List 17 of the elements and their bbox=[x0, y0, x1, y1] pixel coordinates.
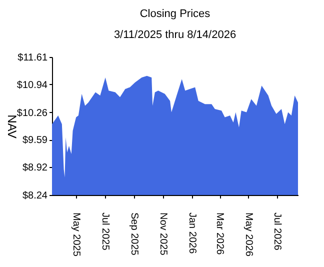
chart-subtitle: 3/11/2025 thru 8/14/2026 bbox=[114, 29, 236, 41]
chart-title: Closing Prices bbox=[140, 8, 211, 20]
x-tick-label: May 2025 bbox=[70, 212, 82, 257]
y-tick-label: $10.94 bbox=[16, 80, 48, 91]
y-tick-label: $9.59 bbox=[22, 135, 48, 146]
y-tick-label: $8.92 bbox=[22, 162, 48, 174]
y-tick-label: $10.26 bbox=[16, 108, 48, 119]
y-axis-title: NAV bbox=[4, 114, 19, 138]
x-tick-label: Jul 2025 bbox=[99, 212, 110, 251]
x-tick-label: Jul 2026 bbox=[272, 212, 283, 251]
x-tick-label: Jan 2026 bbox=[186, 212, 198, 254]
y-tick-label: $11.61 bbox=[18, 52, 48, 64]
x-tick-label: Sep 2025 bbox=[128, 212, 140, 256]
x-tick-label: Nov 2025 bbox=[157, 212, 168, 256]
x-tick-label: May 2026 bbox=[242, 212, 254, 257]
x-tick-label: Mar 2026 bbox=[214, 212, 226, 256]
y-tick-label: $8.24 bbox=[22, 190, 48, 202]
